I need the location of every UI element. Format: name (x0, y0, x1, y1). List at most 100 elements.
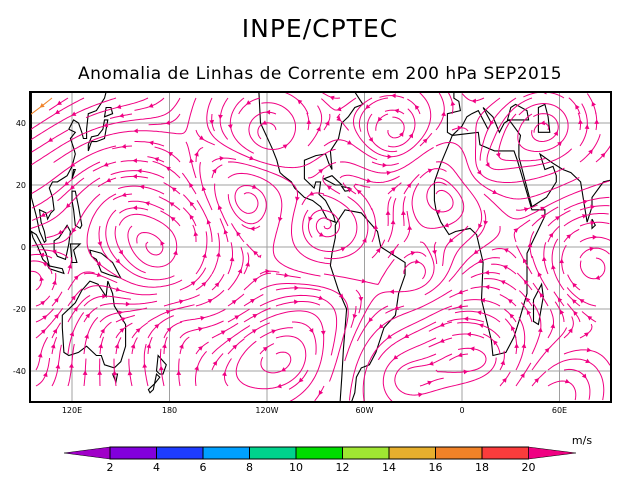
streamline-arrow (40, 329, 46, 335)
streamline-arrow (329, 95, 335, 101)
streamline-arrow (297, 99, 303, 105)
streamline-arrow (326, 185, 332, 191)
streamline-arrow (584, 124, 590, 130)
streamline-arrow (53, 297, 59, 303)
streamline-arrow (271, 329, 277, 334)
streamline-arrow (336, 116, 342, 122)
streamline-arrow (511, 325, 516, 331)
streamline-arrow (476, 169, 482, 175)
streamline-arrow (148, 103, 154, 108)
streamline (579, 257, 606, 280)
streamline-arrow (252, 314, 258, 319)
streamline-arrow (336, 106, 342, 112)
streamline-arrow (422, 138, 428, 144)
streamline-arrow (106, 177, 112, 183)
streamline-arrow (116, 104, 122, 109)
streamline (195, 274, 213, 291)
streamline (579, 247, 610, 259)
streamline-arrow (361, 278, 367, 284)
streamline (307, 105, 323, 147)
streamline-arrow (458, 289, 464, 295)
streamline-arrow (221, 371, 227, 377)
streamline-arrow (144, 201, 150, 206)
streamline (118, 213, 178, 268)
streamline (211, 353, 224, 371)
streamline-arrow (261, 120, 267, 125)
streamline-arrow (513, 228, 519, 233)
streamline-arrow (64, 181, 70, 186)
streamline (355, 289, 362, 314)
streamline-arrow (540, 120, 546, 126)
streamline (112, 193, 133, 201)
streamline (323, 258, 395, 285)
streamline-arrow (484, 284, 490, 290)
streamline-arrow (295, 196, 300, 202)
colorbar-label: 18 (475, 461, 489, 474)
streamline-arrow (418, 392, 423, 398)
streamline-arrow (168, 152, 174, 157)
streamline-arrow (39, 276, 45, 282)
streamline-arrow (189, 201, 195, 207)
streamline-arrow (73, 275, 79, 281)
streamline-arrow (509, 313, 515, 319)
streamline-arrow (389, 289, 395, 295)
colorbar-label: 8 (246, 461, 253, 474)
colorbar-label: 14 (382, 461, 396, 474)
streamline-arrow (575, 104, 580, 110)
streamline (403, 261, 426, 280)
streamline (362, 305, 453, 402)
streamline-arrow (521, 343, 527, 349)
streamline-arrow (97, 370, 103, 375)
streamline-arrow (57, 229, 63, 235)
streamline-arrow (298, 377, 304, 383)
streamline-arrow (231, 299, 237, 305)
coastline-east-asia (30, 92, 107, 244)
streamline (499, 294, 517, 307)
streamline (547, 309, 555, 339)
streamline-arrow (115, 258, 121, 264)
streamline-arrow (502, 265, 508, 270)
streamline-arrow (216, 252, 221, 257)
streamline-arrow (368, 137, 374, 143)
streamline-arrow (194, 151, 199, 157)
streamline-arrow (555, 216, 561, 221)
streamline-arrow (308, 216, 313, 222)
streamline-arrow (73, 306, 78, 312)
streamline-arrow (557, 141, 562, 147)
streamline-arrow (200, 315, 206, 321)
streamline (449, 289, 469, 298)
streamline-arrow (523, 258, 528, 264)
streamline-arrow (358, 296, 364, 302)
streamline (435, 92, 445, 131)
streamline-arrow (553, 130, 558, 136)
streamline-arrow (70, 184, 75, 190)
longitude-labels: 120E 180 120W 60W 0 60E (62, 406, 567, 415)
streamline-arrow (592, 234, 598, 240)
streamline-arrow (477, 258, 483, 263)
streamline-arrow (308, 328, 314, 334)
streamline-arrow (503, 248, 509, 253)
streamline-arrow (550, 323, 556, 329)
streamline (470, 286, 501, 291)
streamline-arrow (365, 104, 371, 110)
latitude-labels: 40 20 0 -20 -40 (13, 119, 26, 376)
streamline-arrow (352, 313, 358, 319)
streamline (243, 322, 270, 339)
streamline-arrow (96, 272, 102, 277)
colorbar-label: 20 (522, 461, 536, 474)
lon-label: 120E (62, 406, 82, 415)
colorbar-segment (202, 446, 250, 460)
streamline-arrow (154, 323, 160, 329)
streamline-arrow (211, 168, 217, 174)
streamline (579, 323, 593, 339)
streamline (385, 305, 405, 314)
lat-label: 20 (16, 181, 26, 190)
figure-title: INPE/CPTEC (241, 14, 399, 43)
streamline-arrow (480, 297, 486, 303)
streamline-arrow (39, 103, 45, 108)
colorbar-label: 10 (289, 461, 303, 474)
streamline-arrow (435, 209, 441, 215)
streamline-arrow (179, 343, 184, 349)
streamline-arrow (439, 322, 445, 327)
streamline-arrow (237, 268, 243, 274)
